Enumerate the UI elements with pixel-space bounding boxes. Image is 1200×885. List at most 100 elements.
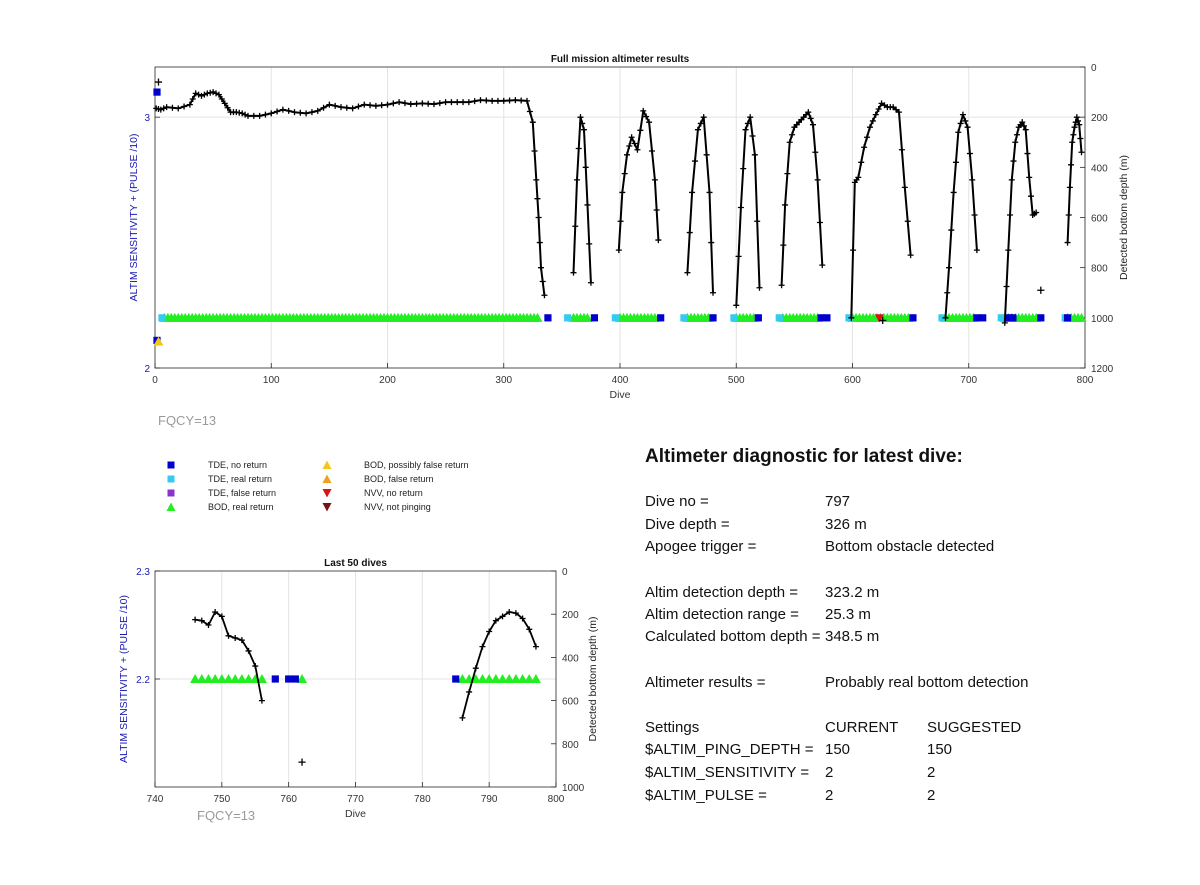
depth-point <box>1037 286 1045 294</box>
depth-point <box>655 237 662 244</box>
depth-point <box>1022 126 1029 133</box>
depth-point <box>1070 131 1077 138</box>
depth-point <box>733 302 740 309</box>
depth-point <box>245 112 251 119</box>
depth-point <box>737 204 744 211</box>
depth-point <box>653 206 660 213</box>
depth-point <box>239 110 246 117</box>
depth-point <box>634 146 641 153</box>
depth-point <box>1078 149 1085 156</box>
depth-point <box>384 101 391 108</box>
depth-line <box>1066 116 1083 243</box>
full-mission-chart: Full mission altimeter results 0 100 200 300… <box>128 54 1130 401</box>
depth-point <box>703 151 710 158</box>
depth-point <box>805 109 812 116</box>
depth-point <box>192 616 199 623</box>
depth-point <box>872 111 879 118</box>
depth-point <box>580 126 587 133</box>
depth-point <box>332 102 339 109</box>
depth-point <box>303 110 310 117</box>
depth-point <box>218 95 225 102</box>
depth-point <box>519 615 526 622</box>
bottom-depth-series <box>153 78 1085 326</box>
depth-point <box>1033 209 1040 216</box>
x-tick-label: 770 <box>347 794 364 805</box>
bod-real-return-marker <box>470 674 481 683</box>
bod-possibly-false-marker <box>153 336 164 346</box>
bod-real-return-marker <box>490 674 501 683</box>
tde-real-return-marker <box>611 314 619 322</box>
depth-point <box>413 100 420 107</box>
bod-real-return-marker <box>256 674 267 683</box>
tde-no-return-marker <box>590 314 599 322</box>
depth-point <box>242 111 249 118</box>
depth-point <box>626 143 633 150</box>
depth-point <box>904 218 911 225</box>
depth-point <box>535 214 542 221</box>
depth-point <box>431 101 437 108</box>
depth-point <box>1071 124 1078 131</box>
y-left-axis-label: ALTIM SENSITIVITY + (PULSE /10) <box>118 595 130 763</box>
tde-no-return-marker <box>909 314 917 322</box>
depth-point <box>268 110 275 117</box>
depth-point <box>534 195 541 202</box>
tde-no-return-series <box>271 675 460 683</box>
depth-point <box>218 613 225 620</box>
depth-point <box>262 111 269 118</box>
depth-point <box>952 159 959 166</box>
depth-point <box>532 643 539 650</box>
depth-point <box>689 189 696 196</box>
depth-point <box>1012 139 1019 146</box>
y-right-tick-label: 200 <box>562 610 579 621</box>
y-right-tick-label: 1000 <box>562 783 585 794</box>
depth-point <box>628 134 635 141</box>
depth-point <box>744 120 751 127</box>
apogee-label: Apogee trigger = <box>645 538 757 555</box>
depth-point <box>875 106 882 113</box>
depth-point <box>735 253 742 260</box>
x-tick-label: 300 <box>495 375 512 386</box>
depth-point <box>1019 119 1026 126</box>
depth-point <box>901 184 908 191</box>
depth-point <box>637 127 644 134</box>
depth-point <box>477 97 484 104</box>
depth-point <box>245 647 252 654</box>
x-tick-label: 500 <box>728 375 745 386</box>
depth-point <box>198 617 205 624</box>
depth-point <box>780 242 787 249</box>
depth-point <box>948 227 955 234</box>
tde-real-return-marker <box>564 314 572 322</box>
depth-point <box>314 107 321 114</box>
depth-point <box>1069 139 1076 146</box>
depth-line <box>194 611 263 701</box>
depth-point <box>586 240 593 247</box>
y-right-tick-label: 1000 <box>1091 314 1114 325</box>
depth-point <box>157 106 164 113</box>
purple-square-icon <box>167 489 175 497</box>
depth-point <box>807 115 814 122</box>
depth-point <box>343 104 350 111</box>
depth-point <box>819 262 826 269</box>
bod-real-return-marker <box>524 674 535 683</box>
tde-real-return-marker <box>775 314 783 322</box>
depth-point <box>163 104 170 111</box>
bottom-depth-series <box>192 609 539 766</box>
depth-point <box>213 90 220 97</box>
depth-point <box>160 105 167 112</box>
depth-point <box>1005 247 1012 254</box>
depth-point <box>700 114 707 121</box>
tde-no-return-marker <box>817 314 825 322</box>
depth-point <box>529 119 536 126</box>
depth-point <box>454 99 461 106</box>
depth-point <box>466 688 473 695</box>
depth-point <box>619 189 626 196</box>
depth-point <box>855 174 862 181</box>
bod-real-return-marker <box>1076 312 1087 322</box>
depth-point <box>181 103 188 110</box>
depth-point <box>1010 158 1017 165</box>
yellow-triangle-up-icon <box>322 460 332 469</box>
apogee-value: Bottom obstacle detected <box>825 538 995 555</box>
y-left-tick-label: 2 <box>144 364 150 375</box>
depth-point <box>539 278 546 285</box>
